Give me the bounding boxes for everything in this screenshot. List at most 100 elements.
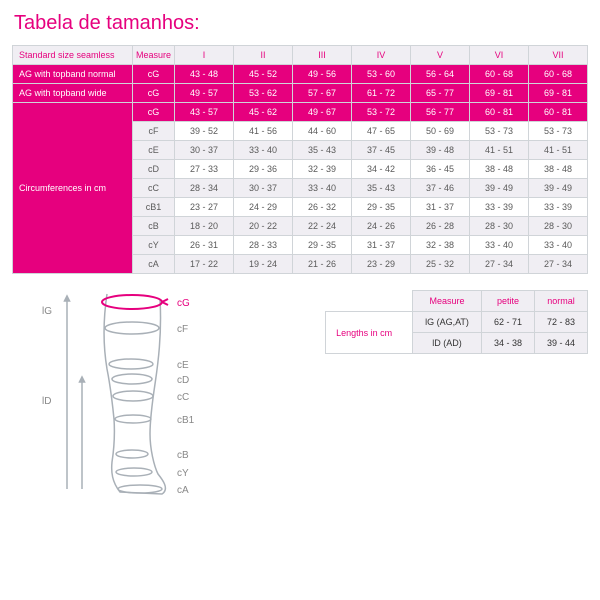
lbl-cy: cY xyxy=(177,468,189,479)
cell: 31 - 37 xyxy=(352,236,411,255)
cell: lD (AD) xyxy=(413,333,482,354)
row-topband-normal: AG with topband normal cG 43 - 48 45 - 5… xyxy=(13,65,588,84)
cell: 39 - 52 xyxy=(175,122,234,141)
cell: 27 - 34 xyxy=(470,255,529,274)
page-title: Tabela de tamanhos: xyxy=(14,12,588,35)
cell: 26 - 31 xyxy=(175,236,234,255)
cell: 45 - 62 xyxy=(234,103,293,122)
cell: 35 - 43 xyxy=(293,141,352,160)
cell: 35 - 43 xyxy=(352,179,411,198)
cell: cB xyxy=(133,217,175,236)
cell: 56 - 77 xyxy=(411,103,470,122)
cell: 26 - 32 xyxy=(293,198,352,217)
hdr-size-6: VI xyxy=(470,46,529,65)
cell: 69 - 81 xyxy=(470,84,529,103)
lbl-cb: cB xyxy=(177,450,189,461)
lbl-ld: lD xyxy=(42,396,51,407)
cell: 36 - 45 xyxy=(411,160,470,179)
lbl-cc: cC xyxy=(177,392,189,403)
cell: 62 - 71 xyxy=(481,312,534,333)
cell: 29 - 35 xyxy=(352,198,411,217)
cell: cC xyxy=(133,179,175,198)
cell: 43 - 57 xyxy=(175,103,234,122)
cell: 27 - 34 xyxy=(529,255,588,274)
hdr-size-2: II xyxy=(234,46,293,65)
cell: 33 - 40 xyxy=(529,236,588,255)
cell: 39 - 49 xyxy=(529,179,588,198)
cell: lG (AG,AT) xyxy=(413,312,482,333)
cell: 26 - 28 xyxy=(411,217,470,236)
cell: 18 - 20 xyxy=(175,217,234,236)
cell: 24 - 26 xyxy=(352,217,411,236)
cell: 60 - 81 xyxy=(470,103,529,122)
cell: cD xyxy=(133,160,175,179)
cell: 57 - 67 xyxy=(293,84,352,103)
cell: 20 - 22 xyxy=(234,217,293,236)
lbl-cf: cF xyxy=(177,324,188,335)
lbl-ce: cE xyxy=(177,360,189,371)
cell: AG with topband normal xyxy=(13,65,133,84)
cell: 44 - 60 xyxy=(293,122,352,141)
cell: 49 - 67 xyxy=(293,103,352,122)
cell: 25 - 32 xyxy=(411,255,470,274)
row-topband-wide: AG with topband wide cG 49 - 57 53 - 62 … xyxy=(13,84,588,103)
hdr-size-7: VII xyxy=(529,46,588,65)
lengths-label: Lengths in cm xyxy=(326,312,413,354)
cell: 28 - 34 xyxy=(175,179,234,198)
cell: cA xyxy=(133,255,175,274)
row-cg-range: Circumferences in cm cG 43 - 57 45 - 62 … xyxy=(13,103,588,122)
lbl-ca: cA xyxy=(177,485,189,496)
hdr-size-5: V xyxy=(411,46,470,65)
cell: 21 - 26 xyxy=(293,255,352,274)
cell: 24 - 29 xyxy=(234,198,293,217)
cell: 28 - 30 xyxy=(529,217,588,236)
cell: cG xyxy=(133,103,175,122)
hdr-measure: Measure xyxy=(133,46,175,65)
cell: 53 - 62 xyxy=(234,84,293,103)
cell: 33 - 40 xyxy=(470,236,529,255)
cell: 23 - 27 xyxy=(175,198,234,217)
cell: 60 - 68 xyxy=(470,65,529,84)
cell: 27 - 33 xyxy=(175,160,234,179)
cell: 29 - 36 xyxy=(234,160,293,179)
cell: 61 - 72 xyxy=(352,84,411,103)
cell: 60 - 81 xyxy=(529,103,588,122)
cell: 28 - 30 xyxy=(470,217,529,236)
cell: 30 - 37 xyxy=(175,141,234,160)
cell: cG xyxy=(133,65,175,84)
hdr-petite: petite xyxy=(481,291,534,312)
cell: 32 - 39 xyxy=(293,160,352,179)
cell: 22 - 24 xyxy=(293,217,352,236)
cell: 34 - 42 xyxy=(352,160,411,179)
cell: 32 - 38 xyxy=(411,236,470,255)
cell: 38 - 48 xyxy=(470,160,529,179)
lengths-table: Measure petite normal Lengths in cm lG (… xyxy=(325,290,588,354)
lbl-cb1: cB1 xyxy=(177,415,195,426)
cell: 49 - 57 xyxy=(175,84,234,103)
cell: 39 - 44 xyxy=(534,333,587,354)
cell: 43 - 48 xyxy=(175,65,234,84)
cell: 72 - 83 xyxy=(534,312,587,333)
cell: 33 - 39 xyxy=(529,198,588,217)
blank xyxy=(326,291,413,312)
cell: AG with topband wide xyxy=(13,84,133,103)
hdr-measure: Measure xyxy=(413,291,482,312)
cell: 28 - 33 xyxy=(234,236,293,255)
cell: 37 - 46 xyxy=(411,179,470,198)
cell: 53 - 72 xyxy=(352,103,411,122)
hdr-size-3: III xyxy=(293,46,352,65)
cell: 37 - 45 xyxy=(352,141,411,160)
cell: 69 - 81 xyxy=(529,84,588,103)
hdr-size-4: IV xyxy=(352,46,411,65)
leg-diagram: lG lD cG cF cE cD cC cB1 cB cY cA xyxy=(12,284,262,514)
cell: 23 - 29 xyxy=(352,255,411,274)
cell: 41 - 51 xyxy=(470,141,529,160)
circumferences-label: Circumferences in cm xyxy=(13,103,133,274)
cell: 65 - 77 xyxy=(411,84,470,103)
cell: 41 - 56 xyxy=(234,122,293,141)
hdr-size-1: I xyxy=(175,46,234,65)
cell: 33 - 40 xyxy=(293,179,352,198)
cell: 53 - 60 xyxy=(352,65,411,84)
cell: 60 - 68 xyxy=(529,65,588,84)
cell: cB1 xyxy=(133,198,175,217)
